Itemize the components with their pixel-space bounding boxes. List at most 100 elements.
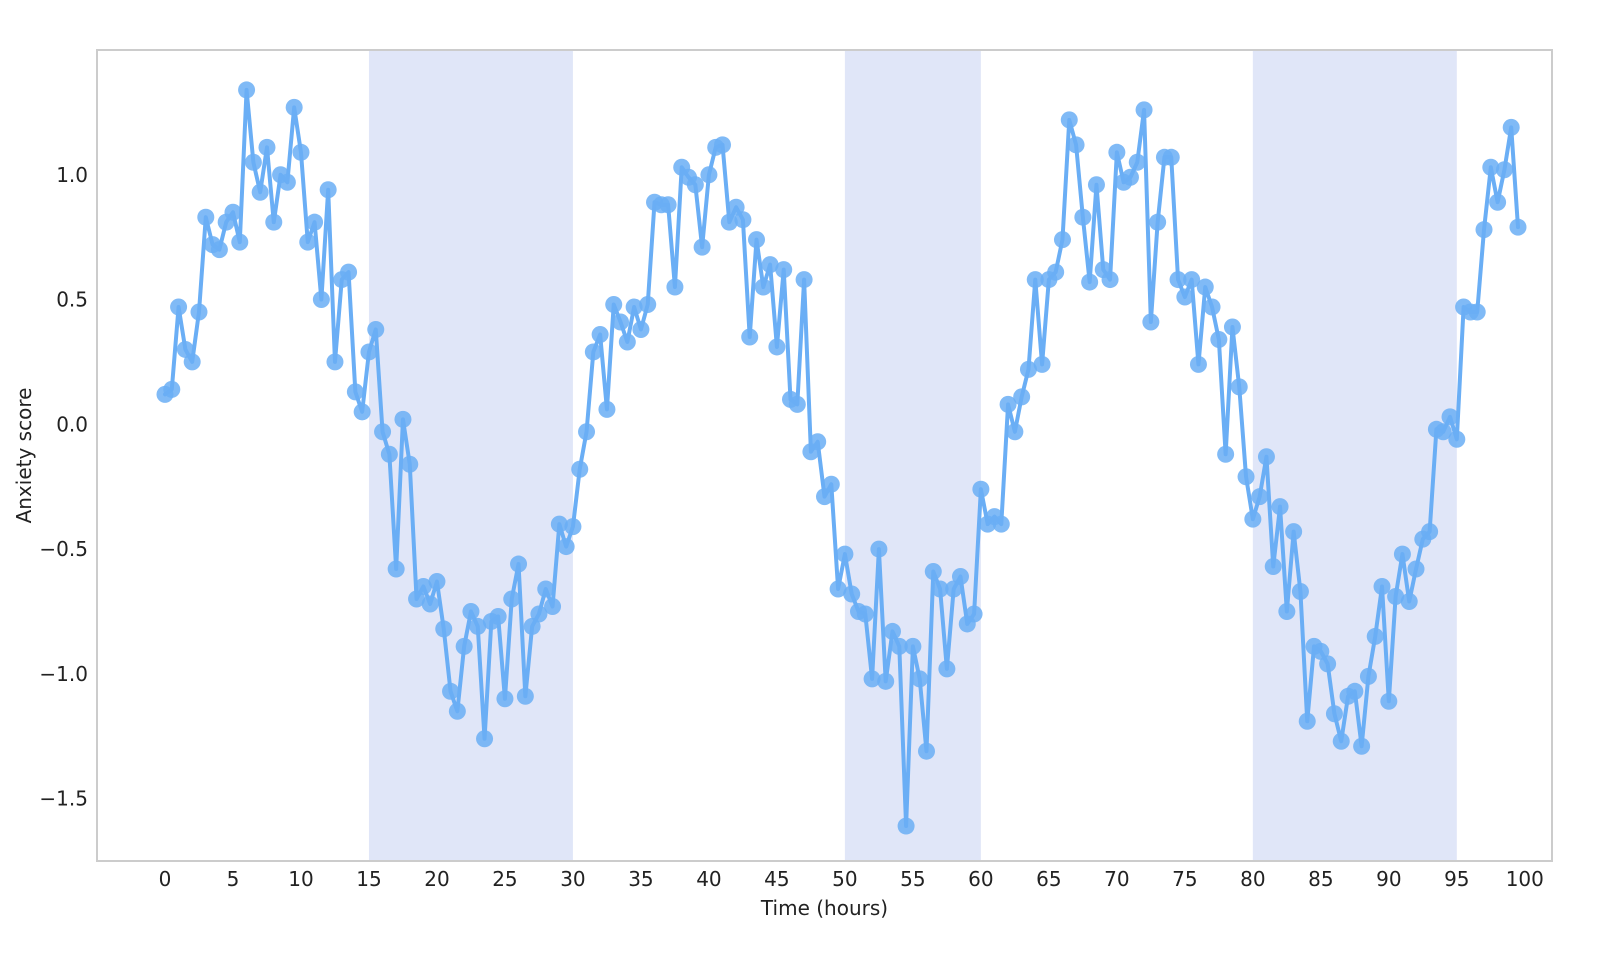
x-tick-label: 40 [696, 867, 721, 891]
x-tick-label: 75 [1172, 867, 1197, 891]
data-point [258, 138, 276, 156]
data-point [727, 198, 745, 216]
y-tick-label: −1.0 [39, 662, 88, 686]
data-point [1502, 118, 1520, 136]
y-axis-ticks: −1.5 −1.0 −0.5 0.0 0.5 1.0 [39, 163, 88, 811]
data-point [1319, 655, 1337, 673]
data-point [917, 742, 935, 760]
data-point [1298, 712, 1316, 730]
data-point [843, 585, 861, 603]
data-point [183, 353, 201, 371]
data-point [1257, 448, 1275, 466]
data-point [992, 515, 1010, 533]
x-tick-label: 65 [1036, 867, 1061, 891]
data-point [1135, 101, 1153, 119]
data-point [455, 637, 473, 655]
data-point [544, 597, 562, 615]
data-point [816, 488, 833, 506]
data-point [1325, 705, 1343, 723]
data-point [856, 605, 874, 623]
data-point [1142, 313, 1160, 331]
data-point [530, 605, 548, 623]
data-point [367, 320, 385, 338]
data-point [231, 233, 249, 251]
data-point [462, 602, 480, 620]
data-point [659, 196, 677, 214]
data-point [1482, 158, 1500, 176]
data-point [1468, 303, 1486, 321]
data-point [557, 538, 575, 556]
data-point [618, 333, 636, 351]
data-point [632, 320, 650, 338]
data-point [972, 480, 990, 498]
data-point [829, 580, 847, 598]
data-point [1353, 737, 1371, 755]
data-point [537, 580, 555, 598]
data-point [1149, 213, 1167, 231]
data-point [1332, 732, 1350, 750]
data-point [170, 298, 188, 316]
data-point [442, 682, 460, 700]
data-point [870, 540, 888, 558]
data-point [1033, 355, 1051, 373]
data-point [1060, 111, 1078, 129]
x-tick-label: 90 [1376, 867, 1401, 891]
data-point [625, 298, 643, 316]
data-point [1400, 592, 1418, 610]
data-point [1366, 627, 1384, 645]
data-point [306, 213, 324, 231]
data-point [965, 605, 983, 623]
data-point [1278, 602, 1296, 620]
data-point [1441, 408, 1459, 426]
data-point [883, 622, 901, 640]
data-point [510, 555, 528, 573]
data-point [387, 560, 405, 578]
data-point [748, 231, 766, 249]
data-point [591, 325, 609, 343]
data-point [666, 278, 684, 296]
data-point [1047, 263, 1065, 281]
data-point [714, 136, 732, 154]
data-point [938, 660, 956, 678]
data-point [700, 166, 718, 184]
data-point [578, 423, 596, 441]
data-point [401, 455, 419, 473]
data-point [285, 98, 303, 116]
y-tick-label: 0.0 [56, 412, 88, 436]
data-point [1074, 208, 1092, 226]
data-point [299, 233, 317, 251]
data-point [1176, 288, 1194, 306]
data-point [911, 670, 929, 688]
data-point [761, 256, 779, 274]
y-tick-label: −1.5 [39, 787, 88, 811]
data-point [1026, 271, 1044, 289]
x-tick-label: 95 [1444, 867, 1469, 891]
data-point [1359, 667, 1377, 685]
data-point [897, 817, 915, 835]
data-point [251, 183, 269, 201]
data-point [768, 338, 786, 356]
data-point [1053, 231, 1071, 249]
data-point [312, 291, 330, 309]
data-point [1489, 193, 1507, 211]
data-point [863, 670, 881, 688]
data-point [1203, 298, 1221, 316]
data-point [924, 563, 942, 581]
data-point [945, 580, 963, 598]
x-tick-label: 55 [900, 867, 925, 891]
data-point [693, 238, 711, 256]
data-point [1210, 330, 1228, 348]
series-points [156, 81, 1527, 835]
x-tick-label: 15 [356, 867, 381, 891]
data-point [836, 545, 854, 563]
data-point [1285, 523, 1303, 541]
data-point [1067, 136, 1085, 154]
data-point [163, 380, 181, 398]
data-point [353, 403, 371, 421]
data-point [775, 261, 793, 279]
data-point [476, 730, 494, 748]
x-tick-label: 80 [1240, 867, 1265, 891]
data-point [265, 213, 283, 231]
data-point [931, 580, 949, 598]
data-point [1434, 423, 1452, 441]
